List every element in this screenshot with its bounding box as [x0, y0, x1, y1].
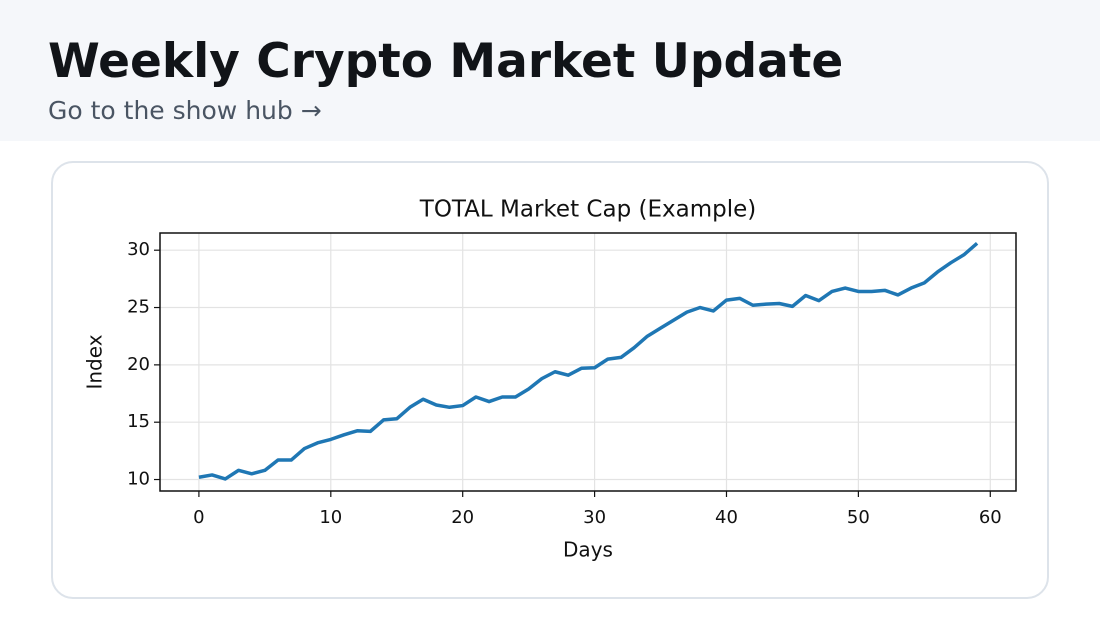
chart-title: TOTAL Market Cap (Example) [419, 197, 756, 223]
y-tick-label: 20 [127, 354, 150, 375]
chart-card [51, 161, 1049, 599]
x-tick-label: 50 [847, 507, 870, 528]
x-tick-label: 60 [979, 507, 1002, 528]
y-tick-label: 10 [127, 469, 150, 490]
y-axis-label: Index [83, 334, 107, 389]
plot-frame [159, 232, 1017, 492]
x-tick-label: 0 [193, 507, 204, 528]
header: Weekly Crypto Market Update Go to the sh… [0, 0, 1100, 141]
y-tick-label: 25 [127, 297, 150, 318]
x-tick-label: 20 [451, 507, 474, 528]
x-axis-label: Days [563, 538, 613, 562]
data-line [198, 241, 979, 481]
x-tick-label: 30 [583, 507, 606, 528]
y-tick-label: 15 [127, 411, 150, 432]
hub-link[interactable]: Go to the show hub → [48, 96, 322, 125]
x-tick-label: 10 [319, 507, 342, 528]
page-title: Weekly Crypto Market Update [48, 34, 844, 89]
x-tick-label: 40 [715, 507, 738, 528]
y-tick-label: 30 [127, 239, 150, 260]
